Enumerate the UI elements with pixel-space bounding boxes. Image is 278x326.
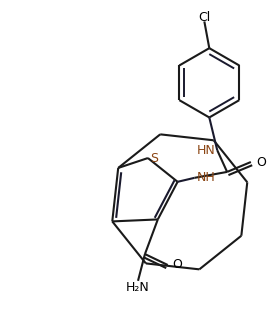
Text: Cl: Cl	[198, 11, 210, 24]
Text: O: O	[173, 259, 183, 272]
Text: O: O	[256, 156, 266, 169]
Text: NH: NH	[197, 171, 215, 184]
Text: HN: HN	[197, 144, 215, 156]
Text: H₂N: H₂N	[126, 281, 150, 294]
Text: S: S	[150, 152, 158, 165]
